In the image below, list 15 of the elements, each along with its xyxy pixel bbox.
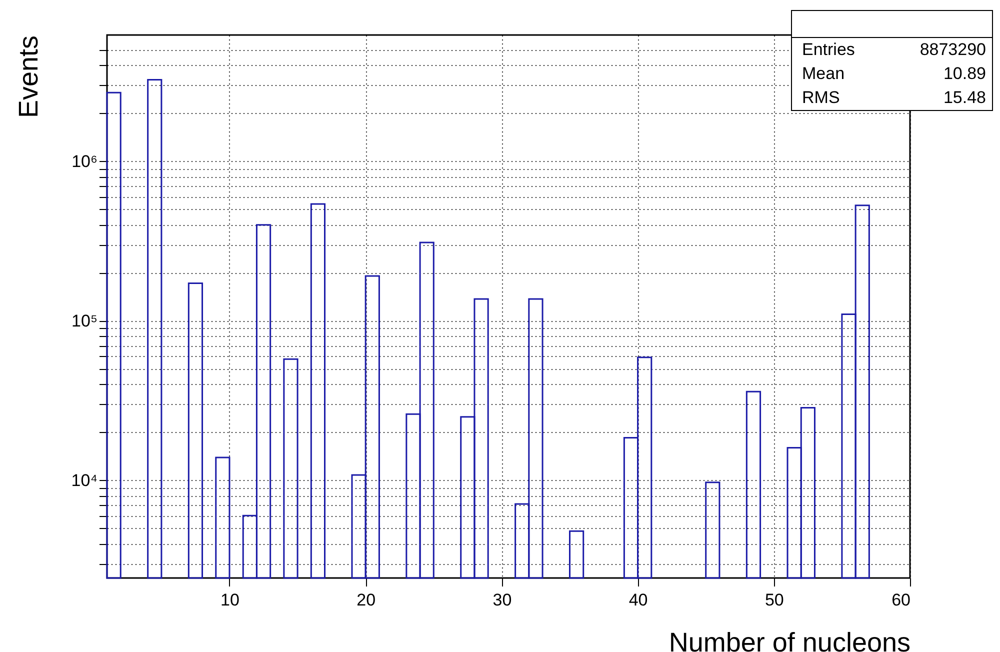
stats-box: Entries 8873290 Mean 10.89 RMS 15.48 <box>791 10 993 111</box>
x-tick-label: 60 <box>892 590 910 610</box>
x-tick-label: 30 <box>492 590 512 610</box>
x-tick-label: 40 <box>628 590 648 610</box>
annotation: Entries <box>802 39 855 61</box>
x-tick-label: 10 <box>220 590 240 610</box>
y-tick-label: 10⁵ <box>72 311 98 330</box>
y-tick-label: 10⁶ <box>72 152 98 171</box>
x-tick-label: 20 <box>356 590 376 610</box>
annotation: Mean <box>802 63 845 85</box>
x-axis-title: Number of nucleons <box>668 628 910 652</box>
y-axis-title: Events <box>13 36 44 118</box>
x-tick-label: 50 <box>764 590 784 610</box>
annotation: RMS <box>802 87 840 109</box>
y-tick-label: 10⁴ <box>71 470 98 490</box>
